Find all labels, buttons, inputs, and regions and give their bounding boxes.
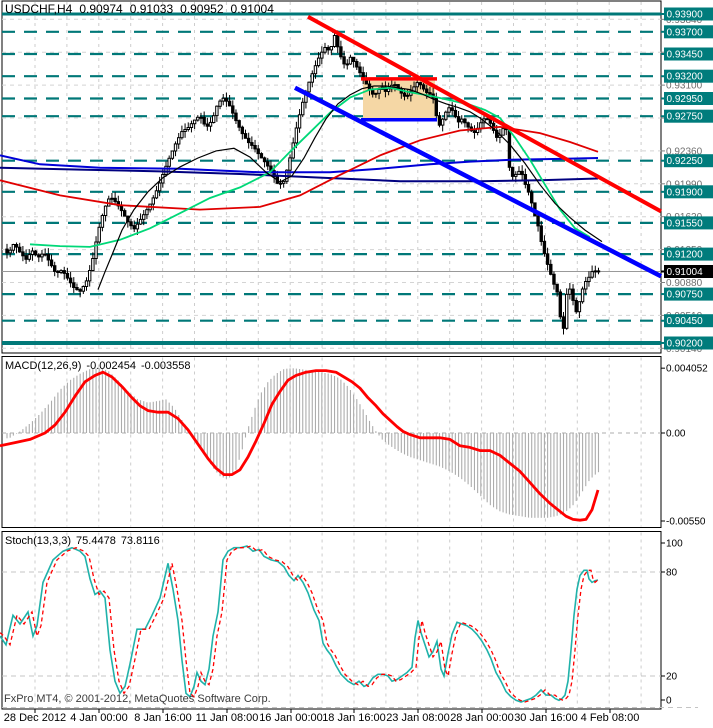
price-level-label-bg <box>664 287 713 301</box>
ma-blue <box>0 154 599 174</box>
candlesticks <box>5 30 601 335</box>
price-level-label-bg <box>664 25 713 39</box>
price-level-label: 0.92950 <box>667 94 704 105</box>
trendline-blue <box>293 85 663 279</box>
price-level-label-bg <box>664 336 713 350</box>
chart-title: USDCHF,H4 0.90974 0.91033 0.90952 0.91004 <box>5 2 281 16</box>
price-level-label: 0.92750 <box>667 112 704 123</box>
price-level-label-bg <box>664 314 713 328</box>
price-level-label: 0.93200 <box>667 72 704 83</box>
trendline-red <box>307 14 662 214</box>
stoch-d-line <box>0 545 599 703</box>
ohlc-high: 0.91033 <box>129 2 174 16</box>
time-axis-label: 28 Dec 2012 <box>4 712 66 724</box>
time-axis-label: 4 Feb 08:00 <box>581 712 640 724</box>
time-axis-label: 23 Jan 08:00 <box>386 712 450 724</box>
time-axis-label: 4 Jan 00:00 <box>70 712 128 724</box>
price-grid-label: 0.91990 <box>666 179 703 190</box>
ma-black <box>97 85 603 290</box>
price-level-label: 0.91200 <box>667 250 704 261</box>
macd-signal-value: -0.003558 <box>140 360 191 372</box>
ma-red <box>0 125 599 211</box>
stoch-axis-label: 20 <box>666 672 678 683</box>
price-level-label-bg <box>664 109 713 123</box>
stoch-k-line <box>0 545 599 703</box>
price-level-label: 0.90750 <box>667 290 704 301</box>
stoch-main-value: 75.4478 <box>76 535 116 547</box>
main-pane <box>1 0 662 354</box>
macd-name: MACD(12,26,9) <box>5 360 82 372</box>
time-axis-label: 16 Jan 00:00 <box>259 712 323 724</box>
price-grid-label: 0.90880 <box>666 278 703 289</box>
price-level-label-bg <box>664 7 713 21</box>
macd-axis-label: 0.00 <box>666 429 686 440</box>
stoch-pane <box>1 531 662 710</box>
ohlc-open: 0.90974 <box>79 2 123 16</box>
ohlc-close: 0.91004 <box>230 2 274 16</box>
stoch-axis-label: 100 <box>666 539 683 550</box>
price-level-label-bg <box>664 69 713 83</box>
stoch-indicator-label: Stoch(13,3,3) 75.4478 73.8116 <box>5 535 165 547</box>
ma-navy <box>0 166 599 183</box>
price-level-label-bg <box>664 247 713 261</box>
price-level-label-bg <box>664 185 713 199</box>
stoch-name: Stoch(13,3,3) <box>5 535 72 547</box>
time-axis-label: 30 Jan 16:00 <box>514 712 578 724</box>
price-level-label: 0.93900 <box>667 10 704 21</box>
price-level-label: 0.93450 <box>667 50 704 61</box>
time-axis-label: 8 Jan 16:00 <box>134 712 192 724</box>
price-level-label: 0.93700 <box>667 27 704 38</box>
price-level-label: 0.91550 <box>667 218 704 229</box>
price-grid-label: 0.92360 <box>666 146 703 157</box>
ohlc-low: 0.90952 <box>180 2 224 16</box>
time-axis-label: 11 Jan 08:00 <box>196 712 259 724</box>
price-level-label-bg <box>664 216 713 230</box>
macd-main-value: -0.002454 <box>86 360 136 372</box>
price-level-label: 0.91900 <box>667 187 704 198</box>
current-price-label: 0.91004 <box>667 267 704 278</box>
macd-axis-label: -0.00550 <box>666 517 706 528</box>
time-axis-label: 28 Jan 00:00 <box>450 712 514 724</box>
price-level-label-bg <box>664 154 713 168</box>
macd-signal-line <box>0 369 600 522</box>
copyright-text: FxPro MT4, © 2001-2012, MetaQuotes Softw… <box>4 693 271 705</box>
price-level-label: 0.90200 <box>667 339 704 350</box>
price-level-label: 0.92250 <box>667 156 704 167</box>
stoch-axis-label: 80 <box>666 568 678 579</box>
stoch-axis-label: 0 <box>666 696 672 707</box>
stoch-signal-value: 73.8116 <box>120 535 160 547</box>
ma-green <box>29 86 591 248</box>
macd-indicator-label: MACD(12,26,9) -0.002454 -0.003558 <box>5 360 196 372</box>
price-level-label: 0.90450 <box>667 316 704 327</box>
current-price-label-bg <box>664 265 713 278</box>
symbol-timeframe: USDCHF,H4 <box>5 2 73 16</box>
price-level-label-bg <box>664 92 713 105</box>
macd-axis-label: 0.004052 <box>666 364 708 375</box>
time-axis-label: 18 Jan 16:00 <box>322 712 386 724</box>
price-level-label-bg <box>664 47 713 61</box>
price-grid-label: 0.93100 <box>666 81 703 92</box>
